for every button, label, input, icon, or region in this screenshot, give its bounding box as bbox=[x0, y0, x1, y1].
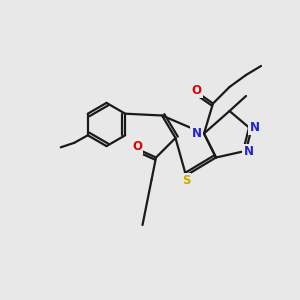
Text: N: N bbox=[191, 127, 202, 140]
Text: O: O bbox=[191, 83, 202, 97]
Text: O: O bbox=[132, 140, 142, 154]
Text: N: N bbox=[249, 121, 260, 134]
Text: N: N bbox=[243, 145, 254, 158]
Text: S: S bbox=[182, 174, 190, 188]
